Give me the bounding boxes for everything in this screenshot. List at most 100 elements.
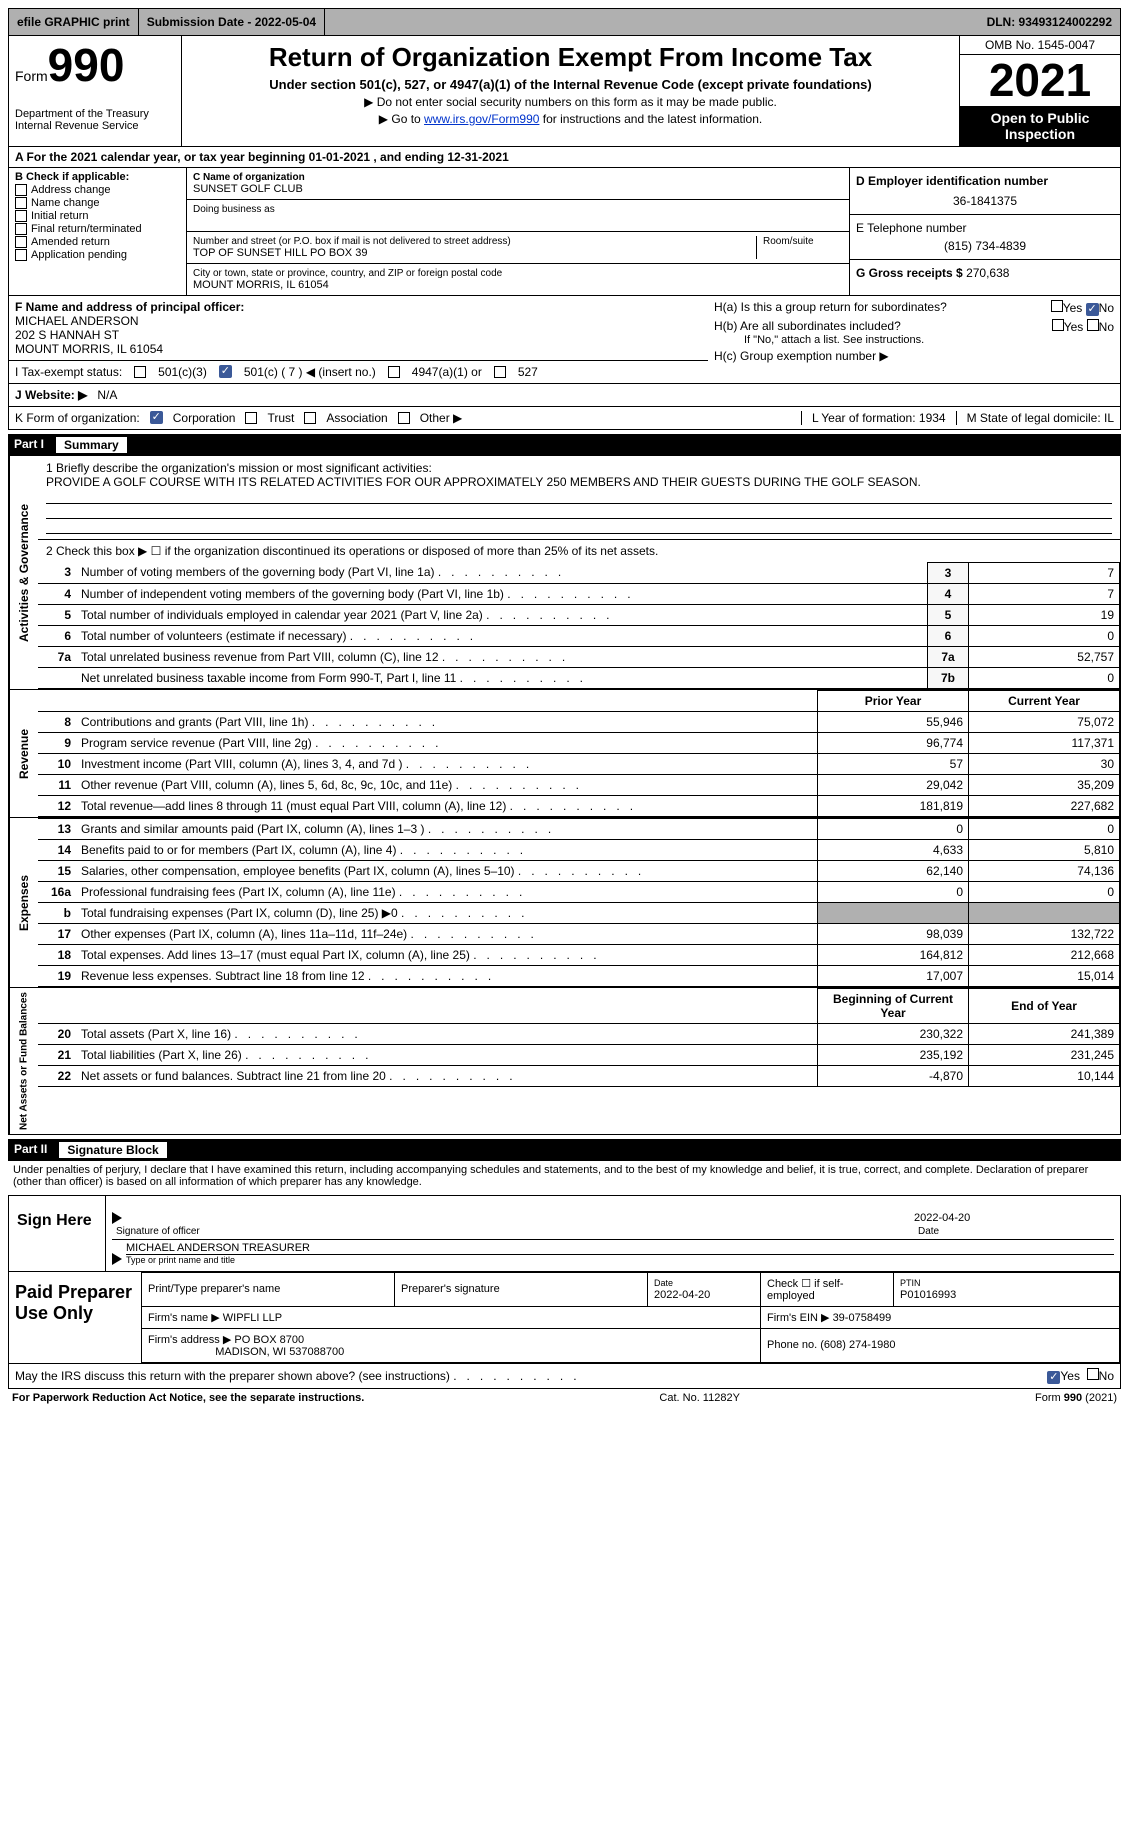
dln: DLN: 93493124002292 [979, 9, 1120, 35]
city-label: City or town, state or province, country… [193, 268, 843, 279]
line-num: 12 [38, 795, 76, 816]
line-desc: Total expenses. Add lines 13–17 (must eq… [76, 944, 818, 965]
k-label: K Form of organization: [15, 411, 140, 425]
chk-assoc[interactable] [304, 412, 316, 424]
chk-527[interactable] [494, 366, 506, 378]
line-desc: Total fundraising expenses (Part IX, col… [76, 902, 818, 923]
line-num: 20 [38, 1023, 76, 1044]
footer-left: For Paperwork Reduction Act Notice, see … [12, 1392, 364, 1404]
m-state: M State of legal domicile: IL [956, 411, 1114, 425]
prior-val: 235,192 [818, 1044, 969, 1065]
line-val: 0 [969, 667, 1120, 688]
year-box: OMB No. 1545-0047 2021 Open to Public In… [959, 36, 1120, 146]
prior-val: 181,819 [818, 795, 969, 816]
line-desc: Total number of individuals employed in … [76, 604, 928, 625]
prior-val: 0 [818, 818, 969, 839]
sig-officer-label: Signature of officer [116, 1226, 200, 1237]
ha-no[interactable]: ✓ [1086, 303, 1099, 316]
ein: 36-1841375 [856, 194, 1114, 208]
may-yes[interactable]: ✓ [1047, 1371, 1060, 1384]
vlabel-ag: Activities & Governance [9, 456, 38, 689]
current-val: 231,245 [969, 1044, 1120, 1065]
table-expenses: 13 Grants and similar amounts paid (Part… [38, 818, 1120, 987]
city-state-zip: MOUNT MORRIS, IL 61054 [193, 279, 843, 291]
col-deg: D Employer identification number 36-1841… [849, 168, 1120, 295]
prior-val: 17,007 [818, 965, 969, 986]
col-c: C Name of organization SUNSET GOLF CLUB … [187, 168, 849, 295]
line-num: 17 [38, 923, 76, 944]
chk-trust[interactable] [245, 412, 257, 424]
open-inspection: Open to Public Inspection [960, 106, 1120, 146]
sig-date: 2022-04-20 [914, 1202, 1114, 1224]
line-desc: Total number of volunteers (estimate if … [76, 625, 928, 646]
prior-val: 230,322 [818, 1023, 969, 1044]
row-f-h: F Name and address of principal officer:… [8, 296, 1121, 384]
vlabel-rev: Revenue [9, 690, 38, 817]
section-b-to-g: B Check if applicable: Address change Na… [8, 168, 1121, 296]
paid-label: Paid Preparer Use Only [9, 1272, 142, 1363]
line-desc: Professional fundraising fees (Part IX, … [76, 881, 818, 902]
footer-mid: Cat. No. 11282Y [659, 1392, 740, 1404]
line-num: 15 [38, 860, 76, 881]
line-num: 22 [38, 1065, 76, 1086]
prior-val: 29,042 [818, 774, 969, 795]
line-box: 4 [928, 583, 969, 604]
chk-501c[interactable]: ✓ [219, 365, 232, 378]
gross-receipts: 270,638 [966, 266, 1009, 280]
sign-here: Sign Here [9, 1196, 106, 1271]
line-desc: Number of voting members of the governin… [76, 562, 928, 583]
i-label: I Tax-exempt status: [15, 365, 122, 379]
chk-corp[interactable]: ✓ [150, 411, 163, 424]
hb-note: If "No," attach a list. See instructions… [744, 334, 1114, 346]
irs-link[interactable]: www.irs.gov/Form990 [424, 112, 539, 126]
line-desc: Total unrelated business revenue from Pa… [76, 646, 928, 667]
prior-val: 96,774 [818, 732, 969, 753]
line-num: 21 [38, 1044, 76, 1065]
line-desc: Net unrelated business taxable income fr… [76, 667, 928, 688]
ha-yes[interactable] [1051, 300, 1063, 312]
line-num: 10 [38, 753, 76, 774]
line-num: 6 [38, 625, 76, 646]
current-val: 0 [969, 818, 1120, 839]
current-val: 30 [969, 753, 1120, 774]
line-desc: Total revenue—add lines 8 through 11 (mu… [76, 795, 818, 816]
section-expenses: Expenses 13 Grants and similar amounts p… [8, 818, 1121, 988]
vlabel-exp: Expenses [9, 818, 38, 987]
form-number: 990 [48, 39, 125, 91]
line-desc: Net assets or fund balances. Subtract li… [76, 1065, 818, 1086]
line-num: 16a [38, 881, 76, 902]
top-bar: efile GRAPHIC print Submission Date - 20… [8, 8, 1121, 36]
hb-no[interactable] [1087, 319, 1099, 331]
chk-other[interactable] [398, 412, 410, 424]
chk-final: Final return/terminated [15, 223, 180, 235]
line-num: 5 [38, 604, 76, 625]
omb-number: OMB No. 1545-0047 [960, 36, 1120, 55]
line-val: 7 [969, 562, 1120, 583]
phone: (815) 734-4839 [856, 239, 1114, 253]
line-num: 4 [38, 583, 76, 604]
efile-label[interactable]: efile GRAPHIC print [9, 9, 139, 35]
submission-date: Submission Date - 2022-05-04 [139, 9, 325, 35]
hc-label: H(c) Group exemption number ▶ [714, 349, 1114, 363]
chk-501c3[interactable] [134, 366, 146, 378]
line-num: 19 [38, 965, 76, 986]
j-label: J Website: ▶ [15, 388, 87, 402]
col-b: B Check if applicable: Address change Na… [9, 168, 187, 295]
may-no[interactable] [1087, 1368, 1099, 1380]
row-j: J Website: ▶ N/A [8, 384, 1121, 407]
website: N/A [97, 388, 117, 402]
note-2: ▶ Go to www.irs.gov/Form990 for instruct… [192, 112, 949, 126]
q2-text: 2 Check this box ▶ ☐ if the organization… [38, 540, 1120, 562]
officer-printed: MICHAEL ANDERSON TREASURER [126, 1242, 1114, 1255]
line-a: A For the 2021 calendar year, or tax yea… [8, 147, 1121, 168]
declaration: Under penalties of perjury, I declare th… [8, 1161, 1121, 1191]
room-label: Room/suite [763, 236, 843, 247]
line-num: 18 [38, 944, 76, 965]
line-val: 52,757 [969, 646, 1120, 667]
section-revenue: Revenue Prior YearCurrent Year8 Contribu… [8, 690, 1121, 818]
chk-4947[interactable] [388, 366, 400, 378]
line-num: 3 [38, 562, 76, 583]
hb-yes[interactable] [1052, 319, 1064, 331]
line-num: 7a [38, 646, 76, 667]
addr-label: Number and street (or P.O. box if mail i… [193, 236, 750, 247]
